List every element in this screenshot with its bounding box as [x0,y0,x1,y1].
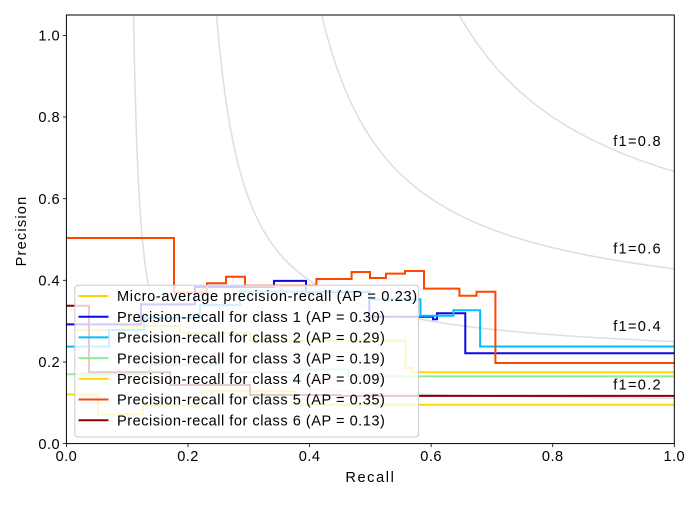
svg-text:1.0: 1.0 [38,29,60,45]
svg-text:Precision-recall for class 1 (: Precision-recall for class 1 (AP = 0.30) [117,310,385,326]
svg-text:0.6: 0.6 [420,449,442,465]
svg-text:Precision-recall for class 2 (: Precision-recall for class 2 (AP = 0.29) [117,331,385,347]
svg-text:0.8: 0.8 [542,449,564,465]
svg-text:0.2: 0.2 [177,449,199,465]
svg-text:f1=0.2: f1=0.2 [613,378,662,394]
svg-text:0.6: 0.6 [38,192,60,208]
svg-text:0.4: 0.4 [299,449,321,465]
svg-text:Recall: Recall [345,470,395,486]
svg-text:0.4: 0.4 [38,274,60,290]
svg-text:Precision-recall for class 3 (: Precision-recall for class 3 (AP = 0.19) [117,351,385,367]
svg-text:f1=0.6: f1=0.6 [613,241,662,257]
svg-text:f1=0.4: f1=0.4 [613,319,662,335]
svg-text:Precision-recall for class 6 (: Precision-recall for class 6 (AP = 0.13) [117,413,385,429]
svg-text:0.0: 0.0 [56,449,78,465]
svg-text:f1=0.8: f1=0.8 [613,134,662,150]
svg-text:0.8: 0.8 [38,110,60,126]
svg-text:Micro-average precision-recall: Micro-average precision-recall (AP = 0.2… [117,289,418,305]
svg-text:0.2: 0.2 [38,355,60,371]
svg-text:0.0: 0.0 [38,437,60,453]
svg-text:Precision-recall for class 4 (: Precision-recall for class 4 (AP = 0.09) [117,372,385,388]
svg-text:Precision: Precision [14,196,30,267]
svg-text:1.0: 1.0 [663,449,685,465]
svg-text:Precision-recall for class 5 (: Precision-recall for class 5 (AP = 0.35) [117,393,385,409]
